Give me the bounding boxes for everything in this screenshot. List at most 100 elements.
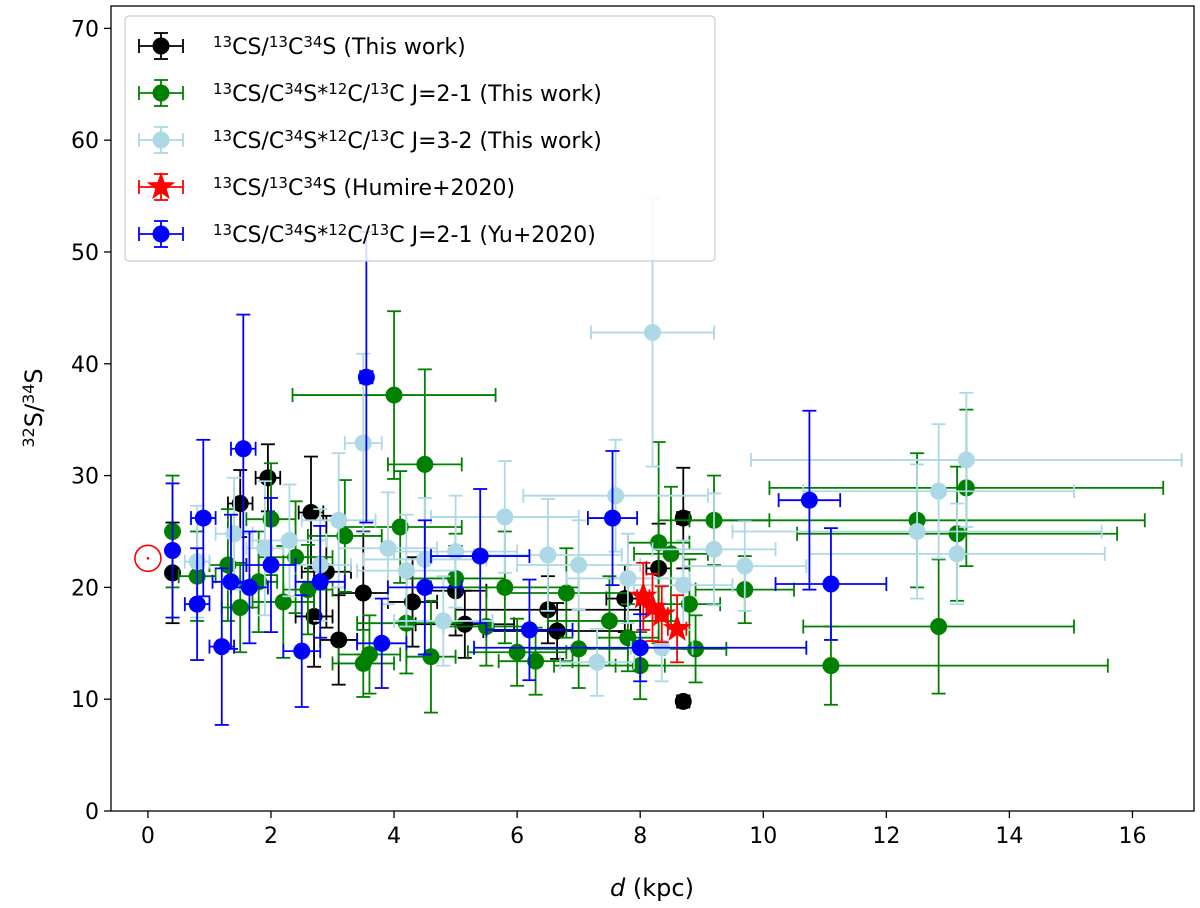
plot-frame [110, 5, 1195, 812]
data-point-s1-p30 [687, 640, 705, 658]
data-point-s2-p17 [619, 569, 637, 587]
series-2 [183, 197, 1183, 697]
data-point-s4-p6 [240, 578, 258, 596]
data-point-s4-p16 [631, 639, 649, 657]
data-point-s2-p11 [447, 543, 465, 561]
y-tick-label-50: 50 [71, 241, 99, 266]
data-point-s2-p16 [607, 487, 625, 505]
y-tick-label-10: 10 [71, 688, 99, 713]
data-point-s0-p1 [231, 495, 249, 513]
data-point-s0-p7 [354, 584, 372, 602]
data-point-s2-p5 [330, 511, 348, 529]
data-point-s4-p15 [604, 509, 622, 527]
x-tick-label-16: 16 [1118, 824, 1146, 849]
x-tick-label-4: 4 [387, 824, 401, 849]
data-point-s1-p19 [496, 578, 514, 596]
data-point-s0-p6 [330, 631, 348, 649]
x-tick-label-12: 12 [872, 824, 900, 849]
data-point-s3-p1 [638, 592, 667, 620]
y-tick-label-60: 60 [71, 129, 99, 154]
data-point-s4-p7 [262, 556, 280, 574]
data-point-s4-p5 [234, 440, 252, 458]
data-point-s4-p18 [822, 575, 840, 593]
y-tick-label-0: 0 [85, 800, 99, 825]
data-point-s1-p15 [416, 455, 434, 473]
data-point-s4-p11 [373, 634, 391, 652]
data-point-s4-p17 [800, 491, 818, 509]
data-point-s0-p12 [548, 622, 566, 640]
x-tick-label-0: 0 [141, 824, 155, 849]
data-point-s2-p25 [948, 545, 966, 563]
sun-symbol-dot [146, 557, 150, 560]
legend-label-0: 13CS/13C34S (This work) [213, 33, 466, 61]
x-tick-label-6: 6 [510, 824, 524, 849]
legend-entry-4: 13CS/C34S*12C/13C J=2-1 (Yu+2020) [138, 220, 596, 248]
data-point-s2-p1 [225, 525, 243, 543]
data-point-s1-p7 [287, 548, 305, 566]
x-tick-label-10: 10 [749, 824, 777, 849]
data-point-s1-p20 [508, 643, 526, 661]
data-point-s2-p26 [957, 451, 975, 469]
sun-symbol-ring [134, 544, 162, 573]
data-point-s4-p9 [311, 573, 329, 591]
legend-entry-3: 13CS/13C34S (Humire+2020) [138, 172, 515, 202]
legend-marker-2 [152, 131, 170, 149]
y-tick-label-20: 20 [71, 576, 99, 601]
data-point-s4-p1 [188, 595, 206, 613]
legend-label-2: 13CS/C34S*12C/13C J=3-2 (This work) [213, 127, 602, 155]
data-point-s2-p21 [705, 540, 723, 558]
data-point-s4-p2 [194, 509, 212, 527]
data-point-s1-p11 [360, 645, 378, 663]
data-point-s0-p3 [302, 503, 320, 521]
data-point-s1-p24 [600, 612, 618, 630]
data-point-s1-p22 [557, 584, 575, 602]
data-point-s4-p8 [293, 642, 311, 660]
data-point-s4-p14 [520, 621, 538, 639]
y-axis-label: 32S/34S [19, 368, 48, 447]
data-point-s2-p24 [930, 482, 948, 500]
data-point-s2-p6 [354, 434, 372, 452]
data-point-s1-p21 [527, 652, 545, 670]
legend-marker-0 [152, 37, 170, 55]
data-point-s2-p7 [379, 539, 397, 557]
y-tick-label-30: 30 [71, 465, 99, 490]
data-point-s2-p8 [397, 562, 415, 580]
legend-entry-1: 13CS/C34S*12C/13C J=2-1 (This work) [138, 79, 602, 107]
data-point-s1-p27 [650, 534, 668, 552]
data-point-s0-p15 [674, 509, 692, 527]
data-point-s1-p29 [680, 595, 698, 613]
data-point-s1-p33 [822, 657, 840, 675]
data-point-s1-p3 [231, 599, 249, 617]
data-point-s1-p23 [570, 640, 588, 658]
y-tick-label-70: 70 [71, 17, 99, 42]
series-4 [164, 230, 888, 726]
data-point-s2-p13 [539, 546, 557, 564]
data-point-s2-p12 [496, 508, 514, 526]
series-3 [629, 561, 692, 664]
y-tick-label-40: 40 [71, 353, 99, 378]
x-tick-label-2: 2 [264, 824, 278, 849]
data-point-s0-p2 [259, 469, 277, 487]
data-point-s2-p22 [736, 557, 754, 575]
x-axis-label: d (kpc) [610, 874, 694, 902]
data-point-s0-p10 [456, 615, 474, 633]
legend-box [124, 15, 716, 262]
data-point-s1-p12 [385, 386, 403, 404]
plot-marks [134, 197, 1183, 726]
data-point-s3-p3 [662, 613, 692, 641]
data-point-s2-p14 [570, 556, 588, 574]
legend: 13CS/13C34S (This work) 13CS/C34S*12C/13C… [124, 15, 716, 262]
legend-label-3: 13CS/13C34S (Humire+2020) [213, 174, 515, 202]
data-point-s1-p16 [422, 648, 440, 666]
legend-marker-4 [152, 225, 170, 243]
data-point-s4-p13 [471, 547, 489, 565]
x-tick-label-8: 8 [633, 824, 647, 849]
data-point-s1-p28 [662, 545, 680, 563]
data-point-s1-p25 [619, 629, 637, 647]
data-point-s2-p2 [256, 539, 274, 557]
data-point-s4-p3 [213, 638, 231, 656]
data-point-s1-p9 [336, 527, 354, 545]
data-point-s1-p8 [299, 581, 317, 599]
axes: 0 2 4 6 8 10 12 14 16 0 10 20 30 40 50 60 70 [71, 17, 1146, 849]
